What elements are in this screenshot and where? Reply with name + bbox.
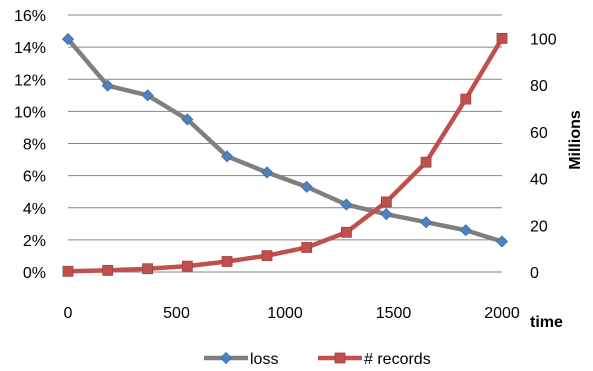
series-loss-point: [260, 166, 274, 179]
series-loss-point: [181, 113, 194, 126]
series-loss-point: [101, 79, 114, 92]
left-tick-label: 2%: [23, 233, 46, 250]
legend: loss # records: [204, 351, 431, 368]
x-tick-label: 1000: [267, 305, 303, 322]
series-records-point: [496, 32, 508, 44]
x-tick-label: 500: [163, 305, 190, 322]
series-records-line: [67, 37, 504, 274]
series-records-point: [62, 265, 74, 277]
left-tick-label: 0%: [23, 265, 46, 282]
right-axis-title: Millions: [567, 110, 584, 170]
right-tick-label: 40: [530, 172, 548, 189]
left-tick-label: 6%: [23, 169, 46, 186]
right-tick-label: 0: [530, 265, 539, 282]
right-tick-label: 20: [530, 218, 548, 235]
series-loss-point: [419, 216, 433, 229]
right-tick-label: 60: [530, 125, 548, 142]
legend-item-loss: loss: [204, 351, 278, 368]
series-loss-line: [66, 37, 503, 244]
left-tick-label: 12%: [14, 72, 46, 89]
x-tick-label: 0: [64, 305, 73, 322]
series-loss-point: [220, 150, 234, 163]
legend-item-records: # records: [318, 351, 431, 368]
series-loss-point: [340, 198, 353, 211]
series-records-point: [380, 196, 392, 208]
left-tick-label: 4%: [23, 201, 46, 218]
series-records-point: [420, 156, 432, 168]
left-tick-label: 14%: [14, 40, 46, 57]
series-records-point: [460, 93, 472, 105]
series-records-point: [142, 263, 154, 275]
x-tick-label: 1500: [376, 305, 412, 322]
x-tick-label: 2000: [484, 305, 520, 322]
series-records: [62, 32, 508, 277]
x-axis-title: time: [530, 314, 563, 331]
left-tick-label: 16%: [14, 8, 46, 25]
series-layer: [61, 32, 509, 277]
series-loss: [61, 33, 509, 248]
right-tick-label: 80: [530, 78, 548, 95]
series-loss-point: [300, 180, 313, 193]
series-records-point: [221, 256, 233, 267]
series-loss-point: [459, 224, 472, 237]
series-loss-point: [495, 235, 509, 248]
right-axis-ticks: 0 20 40 60 80 100: [530, 31, 557, 282]
right-tick-label: 100: [530, 31, 557, 48]
gridlines: [68, 14, 502, 241]
series-records-point: [261, 250, 273, 262]
series-loss-point: [61, 33, 75, 46]
left-tick-label: 8%: [23, 137, 46, 154]
legend-label: # records: [364, 351, 431, 368]
legend-swatch-marker: [334, 352, 346, 364]
series-records-point: [301, 242, 313, 253]
left-tick-label: 10%: [14, 104, 46, 121]
series-records-point: [341, 226, 352, 238]
series-records-point: [181, 260, 193, 272]
left-axis-ticks: 0% 2% 4% 6% 8% 10% 12% 14% 16%: [14, 8, 46, 282]
series-loss-point: [380, 208, 393, 221]
x-axis-ticks: 0 500 1000 1500 2000: [64, 305, 520, 322]
series-records-point: [102, 264, 114, 276]
legend-label: loss: [250, 351, 278, 368]
series-loss-point: [141, 89, 154, 102]
legend-swatch-marker: [219, 351, 233, 365]
